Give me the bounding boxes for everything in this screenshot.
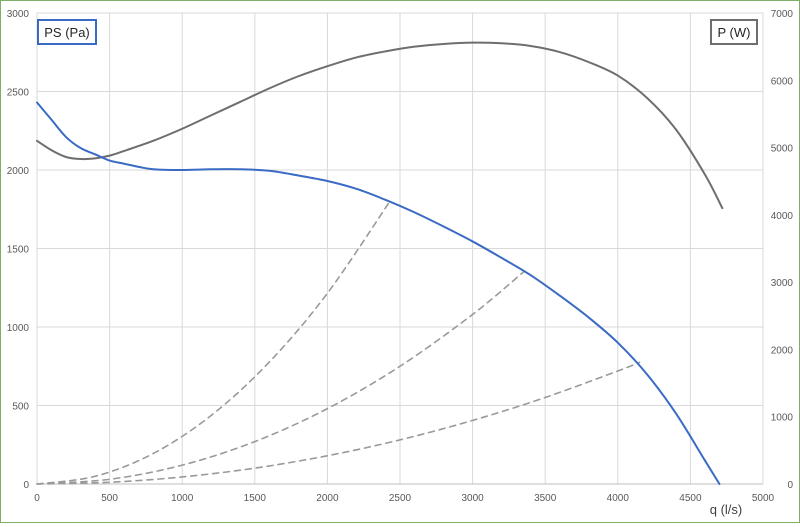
x-tick-label: 3500 xyxy=(534,493,557,504)
y-left-axis-title: PS (Pa) xyxy=(44,25,90,40)
y-left-tick-label: 1500 xyxy=(7,245,30,256)
series-layer xyxy=(36,41,724,485)
x-tick-label: 0 xyxy=(34,493,40,504)
y-right-tick-label: 3000 xyxy=(771,278,794,289)
y-right-tick-label: 0 xyxy=(787,480,793,491)
system-curve-2 xyxy=(36,271,525,485)
x-tick-label: 3000 xyxy=(461,493,484,504)
y-right-tick-label: 4000 xyxy=(771,211,794,222)
legend-left-box: PS (Pa) xyxy=(37,19,97,45)
y-right-tick-label: 1000 xyxy=(771,413,794,424)
gridlines xyxy=(36,12,764,485)
x-tick-label: 500 xyxy=(101,493,118,504)
y-right-tick-label: 7000 xyxy=(771,9,794,20)
x-tick-label: 4000 xyxy=(607,493,630,504)
system-curve-3 xyxy=(36,361,641,485)
x-tick-label: 2500 xyxy=(389,493,412,504)
y-left-tick-label: 0 xyxy=(23,480,29,491)
pressure-curve-line xyxy=(36,101,721,485)
system-curve-1 xyxy=(36,200,391,485)
y-right-axis-title: P (W) xyxy=(718,25,751,40)
x-tick-label: 1000 xyxy=(171,493,194,504)
legend-right-box: P (W) xyxy=(710,19,758,45)
y-left-tick-label: 2000 xyxy=(7,166,30,177)
y-right-tick-label: 5000 xyxy=(771,144,794,155)
y-right-tick-label: 2000 xyxy=(771,345,794,356)
y-left-tick-label: 2500 xyxy=(7,88,30,99)
y-left-tick-label: 3000 xyxy=(7,9,30,20)
x-tick-label: 1500 xyxy=(244,493,267,504)
x-axis-title: q (l/s) xyxy=(710,502,743,517)
y-right-tick-label: 6000 xyxy=(771,76,794,87)
x-tick-label: 4500 xyxy=(679,493,702,504)
power-curve-line xyxy=(36,41,724,210)
tick-labels: 0 500 1000 1500 2000 2500 3000 3500 4000 4500 5000… xyxy=(7,9,794,504)
x-tick-label: 2000 xyxy=(316,493,339,504)
y-left-tick-label: 500 xyxy=(12,402,29,413)
y-left-tick-label: 1000 xyxy=(7,323,30,334)
x-tick-label: 5000 xyxy=(752,493,775,504)
